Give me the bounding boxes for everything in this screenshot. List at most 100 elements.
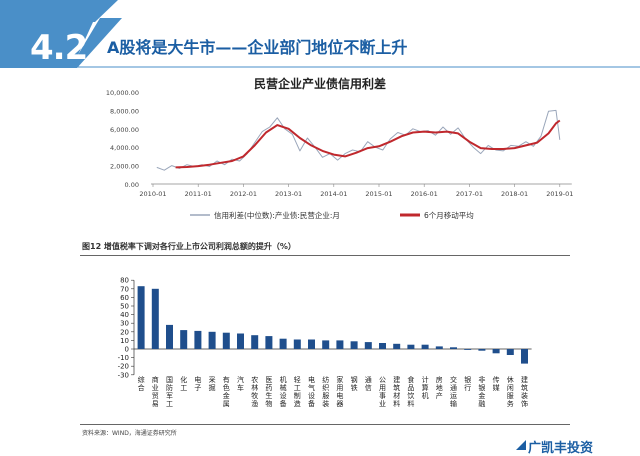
category-label: 有色金属	[223, 375, 230, 408]
y-tick-label: 8,000.00	[110, 107, 139, 115]
bar	[506, 349, 514, 355]
header-band	[0, 0, 640, 68]
y-tick-label: 80	[120, 277, 129, 285]
bar	[393, 343, 401, 349]
y-tick-label: 2,000.00	[110, 163, 139, 171]
y-tick-label: 70	[120, 285, 129, 293]
category-label: 休闲服务	[507, 375, 514, 408]
category-label: 建筑材料	[393, 375, 400, 408]
x-tick-label: 2010-01	[139, 190, 166, 198]
x-tick-label: 2014-01	[320, 190, 347, 198]
bar	[237, 333, 244, 349]
bar	[208, 331, 216, 349]
page-title: A股将是大牛市——企业部门地位不断上升	[107, 38, 408, 57]
x-tick-label: 2016-01	[411, 190, 438, 198]
credit-spread-chart: 0.00 2,000.00 4,000.00 6,000.00 8,000.00 10,0…	[106, 89, 573, 220]
category-label: 交通运输	[450, 375, 457, 408]
category-label: 商业贸易	[152, 375, 159, 408]
bar	[265, 336, 273, 349]
bar	[364, 342, 372, 349]
category-label: 钢铁	[351, 375, 358, 392]
bar	[521, 349, 528, 364]
bar	[293, 339, 301, 349]
legend-label-moving-average: 6个月移动平均	[424, 210, 474, 220]
figure-caption: 图12 增值税率下调对各行业上市公司利润总额的提升（%）	[82, 242, 296, 251]
bar	[180, 330, 188, 349]
x-tick-label: 2015-01	[365, 190, 392, 198]
bar	[251, 335, 259, 349]
y-tick-label: 4,000.00	[110, 144, 139, 152]
y-tick-label: 50	[120, 303, 129, 311]
category-label: 纺织服装	[322, 375, 329, 408]
category-label: 采掘	[209, 375, 216, 392]
bar	[322, 340, 330, 349]
y-tick-label: 6,000.00	[110, 126, 139, 134]
category-label: 机械设备	[280, 375, 287, 408]
bar	[194, 330, 202, 349]
legend-label-spread: 信用利差(中位数):产业债:民营企业:月	[214, 210, 340, 220]
x-tick-label: 2011-01	[185, 190, 212, 198]
bar	[492, 349, 500, 354]
category-label: 非银金融	[478, 375, 485, 408]
category-label: 电子	[194, 375, 201, 392]
category-label: 家用电器	[336, 375, 343, 408]
category-label: 农林牧渔	[251, 375, 258, 408]
category-label: 化工	[180, 375, 187, 392]
section-number: 4.2	[30, 28, 88, 68]
y-tick-label: 10,000.00	[106, 89, 139, 97]
y-tick-label: 60	[120, 294, 129, 302]
category-label: 通信	[365, 375, 372, 392]
category-label: 公用事业	[379, 376, 386, 408]
moving-average-line	[175, 119, 561, 169]
y-tick-label: 0.00	[125, 181, 139, 189]
x-tick-label: 2017-01	[456, 190, 483, 198]
y-tick-label: 30	[120, 320, 129, 328]
bar	[478, 349, 486, 351]
x-tick-label: 2012-01	[230, 190, 257, 198]
credit-spread-line	[156, 109, 561, 171]
x-tick-label: 2018-01	[501, 190, 528, 198]
bar	[350, 341, 358, 349]
bar	[151, 288, 159, 349]
category-label: 计算机	[422, 375, 429, 400]
category-label: 电气设备	[308, 375, 315, 408]
bar	[222, 332, 230, 349]
y-tick-label: 10	[120, 337, 129, 345]
x-tick-label: 2019-01	[546, 190, 573, 198]
bar	[279, 338, 287, 349]
y-tick-label: 40	[120, 311, 129, 319]
chart1-title: 民营企业产业债信用利差	[253, 77, 386, 91]
category-label: 轻工制造	[294, 375, 301, 408]
category-label: 食品饮料	[407, 375, 414, 408]
bar	[308, 339, 315, 349]
y-tick-label: -20	[118, 363, 129, 371]
bar	[379, 343, 386, 349]
category-label: 银行	[464, 375, 471, 392]
bar	[137, 286, 145, 349]
category-label: 综合	[138, 375, 145, 392]
bar	[450, 347, 457, 349]
caption-rule	[80, 255, 570, 256]
company-logo-icon	[516, 440, 526, 450]
source-rule	[80, 424, 570, 425]
company-logo-text: 广凯丰投资	[528, 441, 594, 456]
bar	[464, 349, 472, 350]
y-tick-label: 0	[125, 346, 129, 354]
bar	[336, 340, 344, 349]
y-tick-label: -10	[118, 354, 129, 362]
category-label: 房地产	[436, 375, 443, 400]
x-tick-label: 2013-01	[275, 190, 302, 198]
category-label: 传媒	[493, 375, 500, 392]
y-tick-label: 20	[120, 328, 129, 336]
source-note: 资料来源：WIND，海通证券研究所	[82, 430, 177, 437]
category-label: 国防军工	[166, 376, 173, 408]
bar	[435, 346, 443, 349]
category-label: 医药生物	[265, 376, 272, 408]
category-label: 汽车	[237, 375, 244, 392]
y-tick-label: -30	[118, 371, 129, 379]
category-label: 建筑装饰	[521, 375, 528, 408]
bar	[421, 344, 429, 349]
bar	[166, 324, 173, 349]
bar	[407, 344, 415, 349]
